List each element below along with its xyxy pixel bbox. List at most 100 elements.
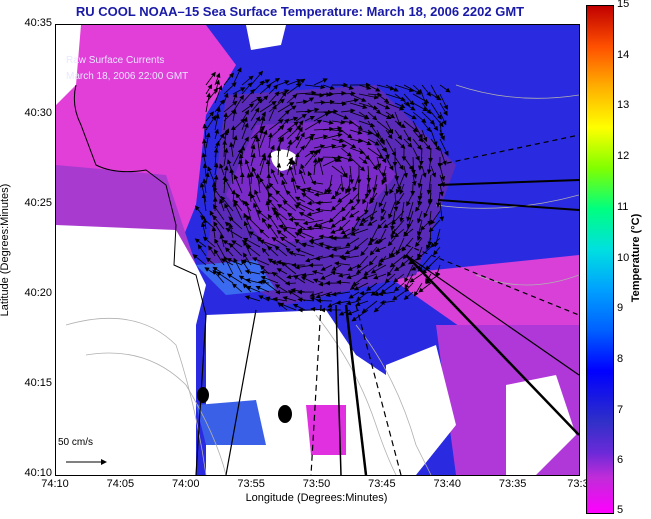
- arrow-icon: [346, 309, 360, 316]
- arrow-icon: [231, 283, 243, 293]
- arrow-icon: [295, 132, 305, 149]
- overlay-legend: Raw Surface Currents March 18, 2006 22:0…: [66, 53, 188, 85]
- arrow-icon: [355, 210, 369, 221]
- arrow-icon: [417, 210, 423, 224]
- arrow-icon: [439, 129, 445, 141]
- arrow-icon: [304, 107, 320, 113]
- arrow-icon: [338, 219, 351, 232]
- scale-label: 50 cm/s: [58, 437, 94, 448]
- arrow-icon: [409, 273, 423, 283]
- arrow-icon: [295, 248, 315, 257]
- sst-map[interactable]: Raw Surface Currents March 18, 2006 22:0…: [55, 24, 580, 476]
- arrow-icon: [349, 165, 354, 185]
- arrow-icon: [340, 174, 345, 193]
- arrow-icon: [385, 120, 394, 135]
- arrow-icon: [367, 138, 380, 146]
- arrow-icon: [378, 291, 396, 297]
- arrow-icon: [351, 219, 360, 233]
- arrow-icon: [355, 264, 369, 274]
- arrow-icon: [403, 129, 412, 142]
- arrow-icon: [415, 201, 423, 212]
- arrow-icon: [295, 202, 315, 212]
- arrow-icon: [421, 120, 432, 133]
- arrow-icon: [389, 183, 396, 195]
- arrow-icon: [214, 238, 225, 257]
- x-tick-label: 74:05: [106, 478, 135, 490]
- arrow-icon: [380, 201, 387, 214]
- arrow-icon: [426, 237, 432, 250]
- arrow-icon: [393, 273, 405, 283]
- arrow-icon: [233, 257, 243, 275]
- arrow-icon: [412, 120, 423, 140]
- arrow-icon: [242, 252, 252, 266]
- arrow-icon: [286, 139, 293, 158]
- arrow-icon: [250, 193, 261, 212]
- arrow-icon: [322, 120, 334, 125]
- arrow-icon: [212, 269, 225, 284]
- arrow-icon: [376, 84, 395, 91]
- arrow-icon: [268, 77, 281, 86]
- arrow-icon: [381, 174, 387, 186]
- arrow-icon: [223, 100, 238, 113]
- arrow-icon: [378, 255, 396, 263]
- arrow-icon: [426, 156, 432, 175]
- arrow-icon: [223, 255, 234, 275]
- colorbar-tick-label: 7: [617, 403, 624, 416]
- arrow-icon: [358, 156, 368, 165]
- arrow-icon: [232, 108, 237, 122]
- arrow-icon: [245, 215, 261, 230]
- arrow-icon: [435, 264, 441, 278]
- arrow-icon: [265, 159, 271, 176]
- arrow-icon: [214, 128, 219, 140]
- arrow-icon: [421, 102, 432, 115]
- arrow-icon: [317, 156, 324, 176]
- arrow-icon: [304, 149, 318, 167]
- arrow-icon: [439, 93, 448, 111]
- arrow-icon: [331, 291, 351, 297]
- arrow-icon: [345, 237, 360, 247]
- arrow-icon: [345, 300, 360, 306]
- arrow-icon: [378, 192, 387, 208]
- arrow-icon: [245, 278, 261, 284]
- arrow-icon: [230, 125, 236, 140]
- x-tick-label: 73:35: [498, 478, 527, 490]
- arrow-icon: [259, 228, 270, 239]
- x-tick-label: 74:10: [41, 478, 69, 490]
- arrow-icon: [304, 92, 325, 98]
- arrow-icon: [235, 193, 243, 203]
- arrow-icon: [245, 244, 261, 257]
- arrow-icon: [423, 201, 432, 219]
- arrow-icon: [223, 92, 229, 104]
- arrow-icon: [366, 165, 372, 183]
- station-marker-1[interactable]: [197, 387, 209, 403]
- arrow-icon: [252, 257, 270, 266]
- x-tick-label: 73:55: [237, 478, 265, 490]
- arrow-icon: [241, 103, 255, 113]
- arrow-icon: [298, 212, 315, 221]
- arrow-icon: [331, 101, 347, 107]
- arrow-icon: [291, 159, 297, 176]
- arrow-icon: [394, 174, 402, 192]
- arrow-icon: [439, 147, 447, 166]
- no-data-top: [246, 25, 286, 50]
- arrow-icon: [412, 129, 424, 143]
- arrow-icon: [412, 138, 422, 151]
- arrow-icon: [197, 244, 207, 257]
- arrow-icon: [214, 85, 223, 104]
- arrow-icon: [306, 210, 324, 217]
- arrow-icon: [381, 165, 387, 178]
- arrow-icon: [376, 156, 382, 169]
- arrow-icon: [295, 113, 307, 122]
- arrow-icon: [277, 203, 288, 212]
- arrow-icon: [213, 162, 219, 176]
- bathymetry-contours: [65, 84, 579, 475]
- arrow-icon: [214, 113, 220, 131]
- arrow-icon: [362, 192, 369, 205]
- arrow-icon: [430, 111, 444, 128]
- arrow-icon: [205, 257, 216, 266]
- arrow-icon: [411, 156, 416, 175]
- arrow-icon: [268, 84, 279, 95]
- arrow-icon: [439, 84, 451, 93]
- station-marker-2[interactable]: [278, 405, 292, 423]
- arrow-icon: [260, 275, 279, 284]
